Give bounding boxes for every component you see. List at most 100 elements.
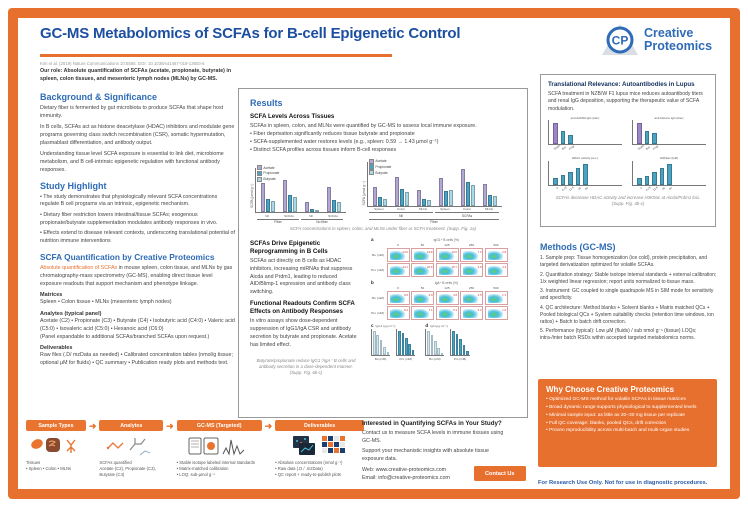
methods-item: 5. Performance (typical): Low µM (fluids… <box>540 328 697 341</box>
workflow-stage-lines: Tissues • Spleen • Colon • MLNs <box>26 460 86 472</box>
workflow-stage-line: • Raw data (.D / .mzData) <box>275 466 323 472</box>
workflow-stage-line: Acetate (C2), Propionate (C3), Butyrate … <box>99 466 156 478</box>
results-figure-column: a IgG1⁺ B cells (%) 0 50 125 250 500 Bu (mM) 24.… <box>371 237 516 378</box>
why-choose-bullet: • Proven reproducibility across multi-ba… <box>546 428 690 434</box>
analytes-text: Acetate (C2) • Propionate (C3) • Butyrat… <box>40 317 235 332</box>
workflow-stage-label: Analytes <box>99 420 164 431</box>
deliverables-text: Raw files (.D/ mzData as needed) • Calib… <box>40 352 233 367</box>
methods-item: 4. QC architecture: Method blanks + Solv… <box>540 304 714 325</box>
results-bullet: • Fiber deprivation significantly reduce… <box>250 130 415 137</box>
methods-item: 1. Sample prep: Tissue homogenization (i… <box>540 255 708 268</box>
subheading-epigenetic: SCFAs Drive Epigenetic Reprogramming in … <box>250 240 328 255</box>
workflow-stage-analytes: Analytes SCFAs quantified Acetate (C2), P… <box>99 420 164 478</box>
section-heading-study-highlight: Study Highlight <box>40 180 107 191</box>
why-choose-bullet: • Broad dynamic range supports physiolog… <box>546 404 697 410</box>
methods-item: 2. Quantitation strategy: Stable isotope… <box>540 271 717 285</box>
study-highlight-bullets: • The study demonstrates that physiologi… <box>40 194 235 247</box>
results-intro: SCFAs in spleen, colon, and MLNs were qu… <box>250 122 477 129</box>
quantification-lead: Absolute quantification of SCFAs in mous… <box>40 265 235 289</box>
svg-text:CP: CP <box>612 34 629 48</box>
epigenetic-body: SCFAs act directly on B cells as HDAC in… <box>250 257 353 296</box>
workflow-stage-label: Deliverables <box>275 420 364 431</box>
contact-section: Interested in Quantifying SCFAs in Your … <box>362 420 534 483</box>
study-highlight-bullet: • Effects extend to disease relevant con… <box>40 230 235 245</box>
workflow-stage-label: GC-MS (Targeted) <box>176 420 262 431</box>
background-paragraph: In B cells, SCFAs act as histone deacety… <box>40 123 235 146</box>
methods-item: 3. Instrument: GC coupled to single quad… <box>540 288 714 301</box>
why-choose-bullet: • Full QC coverage: blanks, pooled QCs, … <box>546 420 667 426</box>
tissues-icon <box>26 433 86 459</box>
matrices-label: Matrices <box>40 292 63 299</box>
our-role-text: Our role: Absolute quantification of SCF… <box>40 68 232 82</box>
results-lower-block: SCFAs Drive Epigenetic Reprogramming in … <box>250 237 516 378</box>
contact-us-button[interactable]: Contact Us <box>474 466 526 481</box>
workflow-stage-line: • Stable isotope labeled internal standa… <box>176 460 255 465</box>
contact-paragraph-2: Support your mechanistic insights with a… <box>362 448 489 463</box>
matrices-text: Spleen • Colon tissue • MLNs (mesenteric… <box>40 299 172 306</box>
results-bullet: • SCFA-supplemented water restores level… <box>250 138 439 145</box>
results-bullet: • Distinct SCFA profiles across tissues … <box>250 146 397 153</box>
company-logo: CP Creative Proteomics <box>600 21 712 59</box>
company-name-line1: Creative <box>644 25 694 40</box>
workflow-stage-label: Sample Types <box>26 420 86 431</box>
functional-body: In vitro assays show dose-dependent supp… <box>250 317 357 348</box>
background-paragraph: Understanding tissue level SCFA exposure… <box>40 150 224 173</box>
title-underline <box>40 54 392 57</box>
workflow-stage-deliverables: Deliverables • Absolute concentrations (… <box>275 420 364 478</box>
workflow-ribbon: Sample Types Tissues • Spleen • Colon • M… <box>26 420 364 478</box>
results-panel: Results SCFA Levels Across Tissues SCFAs… <box>238 88 528 418</box>
section-heading-background: Background & Significance <box>40 92 158 102</box>
workflow-stage-line: • Matrix-matched calibration <box>176 466 229 472</box>
study-highlight-bullet: • The study demonstrates that physiologi… <box>40 193 218 208</box>
background-paragraph: Dietary fiber is fermented by gut microb… <box>40 105 224 119</box>
why-choose-heading: Why Choose Creative Proteomics <box>546 385 675 394</box>
why-choose-bullets: • Optimized GC-MS method for volatile SC… <box>546 397 709 435</box>
workflow-stage-line: Tissues <box>26 460 41 465</box>
workflow-stage-lines: • Absolute concentrations (nmol g⁻¹) • Ra… <box>275 460 364 478</box>
workflow-stage-gcms: GC-MS (Targeted) • Stable isotope labele… <box>176 420 262 478</box>
subheading-scfa-levels: SCFA Levels Across Tissues <box>250 113 335 120</box>
section-heading-methods: Methods (GC-MS) <box>540 242 616 252</box>
deliverables-label: Deliverables <box>40 345 73 352</box>
workflow-stage-line: SCFAs quantified <box>99 460 132 465</box>
analytes-label: Analytes (typical panel) <box>40 310 102 317</box>
page-title: GC-MS Metabolomics of SCFAs for B-cell E… <box>40 25 461 42</box>
bar-chart-tissue-breakdown: SCFA (µmol g⁻¹) Acetate Propionate Butyrate… <box>362 158 502 224</box>
chart-caption: SCFA concentrations in spleen, colon, an… <box>289 226 477 231</box>
background-paragraphs: Dietary fiber is fermented by gut microb… <box>40 105 235 175</box>
results-bullets: • Fiber deprivation significantly reduce… <box>250 131 516 155</box>
dose-response-bar-charts: c IgG1 (µg ml⁻¹) Bu (mM) Pro (mM) d IgA (µg m… <box>371 323 516 361</box>
flow-cytometry-grid: a IgG1⁺ B cells (%) 0 50 125 250 500 Bu (mM) 24.… <box>371 237 516 321</box>
company-name: Creative Proteomics <box>644 25 713 53</box>
translational-panel: Translational Relevance: Autoantibodies … <box>540 74 716 227</box>
figure-caption: Butyrate/propionate reduce IgG1⁺/IgA⁺ B … <box>256 357 356 375</box>
arrow-right-icon: ➜ <box>166 421 174 431</box>
workflow-stage-sample-types: Sample Types Tissues • Spleen • Colon • M… <box>26 420 86 472</box>
lupus-bar-charts: anti-dsDNA IgG (titer) Water But. Prop. anti… <box>548 116 708 193</box>
workflow-stage-lines: • Stable isotope labeled internal standa… <box>177 460 262 478</box>
arrow-right-icon: ➜ <box>88 421 97 431</box>
bar-chart-fiber-vs-nofiber: SCFA (µmol g⁻¹) Acetate Propionate Butyrate… <box>250 165 346 224</box>
scfa-bar-charts: SCFA (µmol g⁻¹) Acetate Propionate Butyrate… <box>250 158 516 224</box>
molecules-icon <box>99 433 163 459</box>
email-link[interactable]: Email: info@creative-proteomics.com <box>362 474 450 481</box>
arrow-right-icon: ➜ <box>264 421 273 431</box>
contact-paragraph-1: Contact us to measure SCFA levels in imm… <box>362 430 504 444</box>
quantification-lead-rest: in mouse spleen, colon tissue, and MLNs … <box>40 265 233 287</box>
quantification-lead-highlight: Absolute quantification of SCFAs <box>40 265 118 272</box>
web-link[interactable]: Web: www.creative-proteomics.com <box>362 466 447 473</box>
company-logo-icon: CP <box>602 24 638 55</box>
translational-caption: SCFAs decrease HDAC activity and increas… <box>555 194 701 207</box>
left-column: Background & Significance Dietary fiber … <box>40 92 235 368</box>
contact-heading: Interested in Quantifying SCFAs in Your … <box>362 420 502 427</box>
workflow-stage-line: • LOQ: sub-µmol g⁻¹ <box>176 472 215 478</box>
results-text-column: SCFAs Drive Epigenetic Reprogramming in … <box>250 237 362 378</box>
gcms-instrument-icon <box>177 433 262 459</box>
section-heading-quantification: SCFA Quantification by Creative Proteomi… <box>40 252 215 263</box>
why-choose-panel: Why Choose Creative Proteomics • Optimiz… <box>538 379 717 467</box>
section-heading-results: Results <box>250 98 283 108</box>
subheading-functional: Functional Readouts Confirm SCFA Effects… <box>250 300 355 316</box>
why-choose-bullet: • Optimized GC-MS method for volatile SC… <box>546 397 686 402</box>
company-name-line2: Proteomics <box>644 39 713 53</box>
